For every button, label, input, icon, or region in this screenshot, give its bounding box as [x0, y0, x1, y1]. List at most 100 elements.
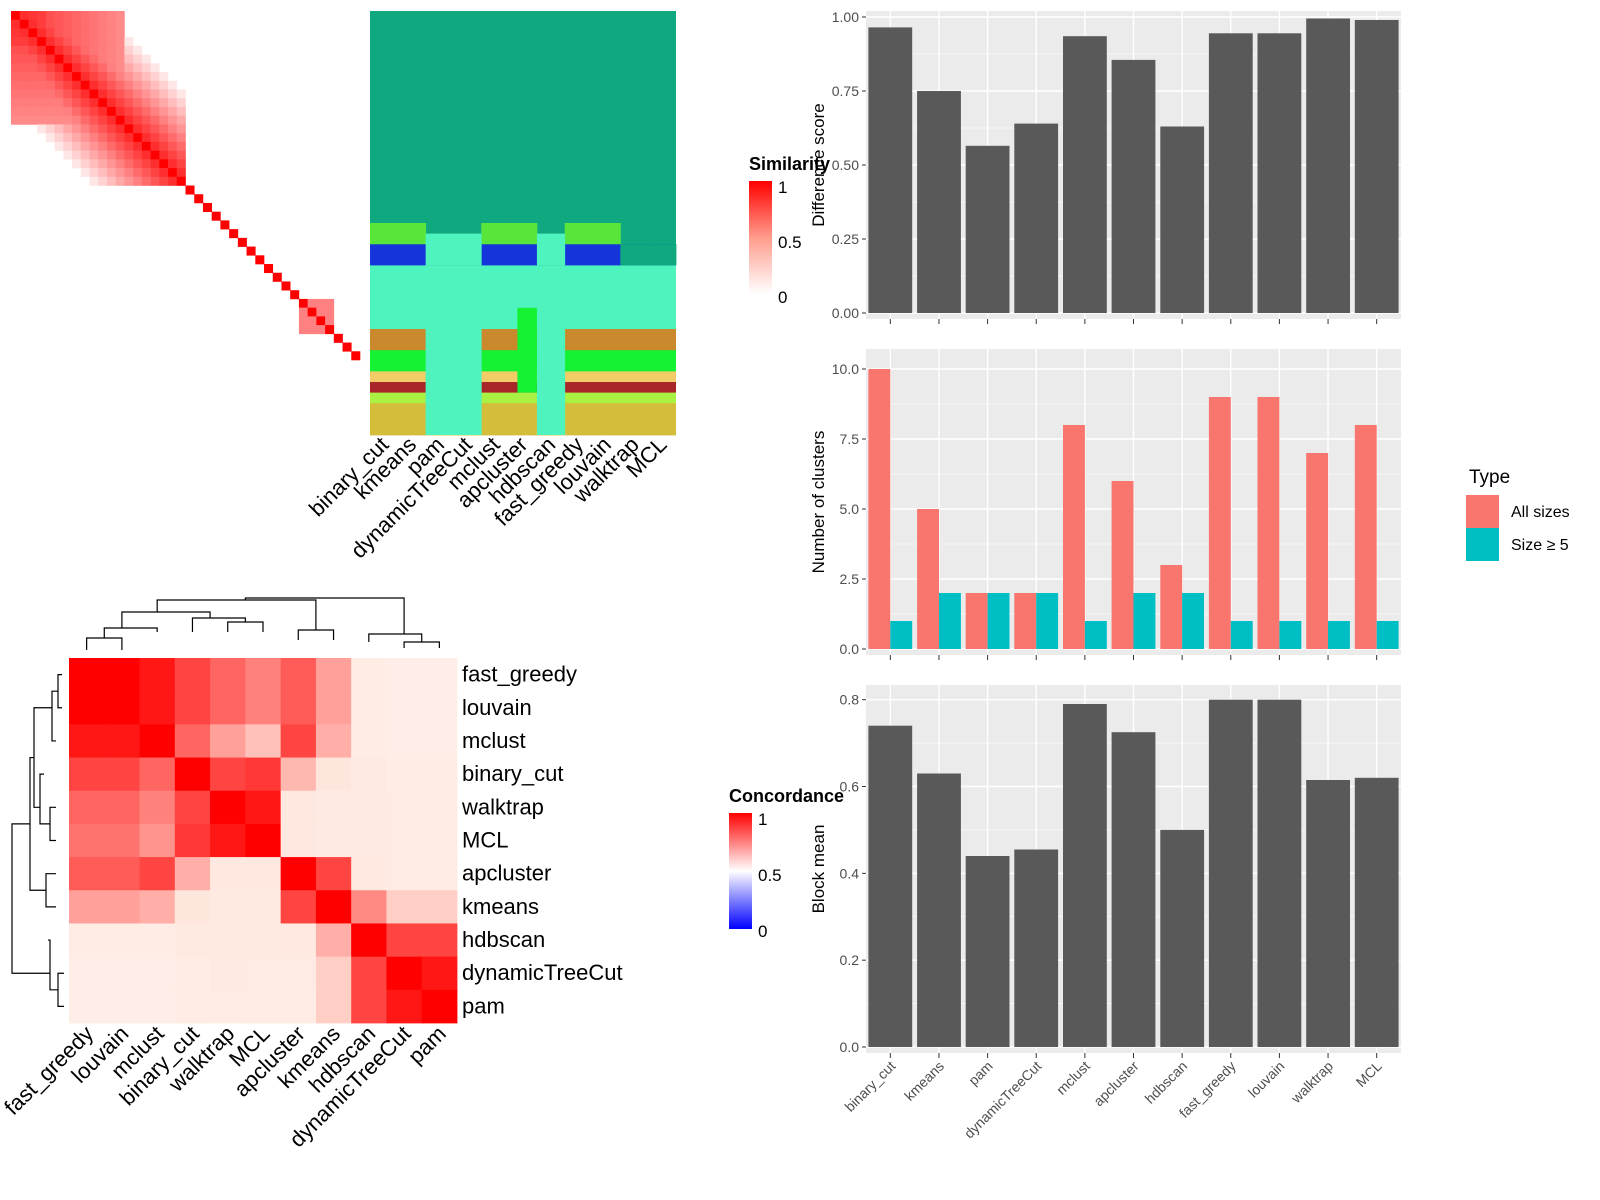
similarity-cell: [255, 255, 265, 265]
concordance-cell: [351, 757, 387, 792]
cluster-row: [370, 106, 676, 118]
similarity-cell: [141, 150, 151, 160]
concordance-cell: [351, 989, 387, 1024]
similarity-cell: [159, 80, 169, 90]
similarity-cell: [72, 98, 82, 108]
concordance-cell: [351, 691, 387, 725]
similarity-cell: [72, 106, 82, 116]
concordance-cell: [386, 857, 423, 891]
similarity-cell: [106, 37, 116, 47]
similarity-cell: [124, 37, 134, 47]
concordance-cell: [104, 890, 140, 924]
legend-label-size-ge-5: Size ≥ 5: [1511, 537, 1569, 554]
similarity-cell: [45, 11, 55, 21]
similarity-cell: [141, 159, 151, 169]
bar-size-ge-5: [987, 593, 1010, 649]
similarity-cell: [72, 45, 82, 55]
similarity-cell: [159, 124, 169, 134]
bar: [917, 773, 961, 1047]
cluster-cell: [453, 233, 482, 266]
similarity-cell: [89, 80, 99, 90]
concordance-cell: [139, 890, 176, 924]
similarity-cell: [176, 141, 186, 151]
similarity-cell: [54, 106, 64, 116]
concordance-row-label-hdbscan: hdbscan: [462, 927, 545, 952]
concordance-cell: [210, 956, 246, 991]
similarity-cell: [11, 54, 21, 64]
similarity-cell: [264, 264, 274, 274]
cluster-row: [370, 74, 676, 86]
concordance-cell: [351, 923, 387, 958]
similarity-cell: [72, 37, 82, 47]
bar: [1063, 704, 1107, 1047]
similarity-cell: [89, 11, 99, 21]
concordance-cell: [280, 724, 317, 758]
cluster-cell: [592, 223, 621, 245]
similarity-cell: [298, 307, 308, 317]
similarity-cell: [150, 106, 160, 116]
cluster-cell: [536, 233, 566, 266]
similarity-legend-title: Similarity: [749, 154, 830, 174]
similarity-cell: [115, 63, 125, 73]
column-dendrogram-link: [121, 611, 211, 628]
concordance-cell: [315, 989, 352, 1024]
concordance-cell: [280, 757, 317, 792]
similarity-cell: [168, 106, 178, 116]
concordance-heatmap: [69, 658, 458, 1024]
concordance-cell: [210, 658, 246, 692]
similarity-cell: [159, 133, 169, 143]
similarity-cell: [89, 37, 99, 47]
similarity-cell: [19, 72, 29, 82]
similarity-cell: [106, 19, 116, 29]
bar: [1257, 699, 1302, 1047]
similarity-cell: [106, 133, 116, 143]
similarity-cell: [124, 133, 134, 143]
y-tick-label: 0.0: [840, 641, 860, 657]
concordance-legend-tick-0: 0: [758, 922, 767, 941]
similarity-legend-tick-05: 0.5: [778, 233, 802, 252]
concordance-cell: [386, 790, 423, 825]
concordance-cell: [210, 757, 246, 792]
similarity-cell: [54, 63, 64, 73]
concordance-cell: [315, 890, 352, 924]
concordance-cell: [280, 890, 317, 924]
similarity-cell: [106, 89, 116, 99]
concordance-cell: [210, 989, 246, 1024]
row-dendrogram-link: [11, 823, 50, 974]
similarity-cell: [37, 115, 47, 125]
concordance-cell: [245, 790, 282, 825]
concordance-cell: [69, 691, 105, 725]
similarity-cell: [11, 63, 21, 73]
x-tick-label: louvain: [1245, 1058, 1288, 1101]
bar-all-sizes: [868, 369, 891, 649]
column-dendrogram-link: [297, 629, 335, 640]
similarity-cell: [115, 89, 125, 99]
similarity-cell: [176, 124, 186, 134]
similarity-cell: [133, 133, 143, 143]
similarity-cell: [63, 150, 73, 160]
similarity-cell: [298, 298, 308, 308]
concordance-cell: [210, 790, 246, 825]
similarity-cell: [89, 124, 99, 134]
bar-all-sizes: [917, 509, 939, 649]
similarity-cell: [106, 28, 116, 38]
block-mean-chart: 0.0 0.2 0.4 0.6 0.8 Block mean binary_cut kmean…: [809, 685, 1401, 1141]
cluster-row: [370, 276, 676, 287]
concordance-cell: [69, 724, 105, 758]
similarity-cell: [115, 168, 125, 178]
similarity-cell: [115, 28, 125, 38]
similarity-cell: [37, 98, 47, 108]
bar: [1111, 59, 1156, 314]
concordance-row-label-kmeans: kmeans: [462, 894, 539, 919]
similarity-cell: [80, 19, 90, 29]
similarity-cell: [159, 89, 169, 99]
bar: [1160, 829, 1205, 1047]
concordance-cell: [174, 956, 211, 991]
bar: [1111, 732, 1156, 1047]
similarity-cell: [176, 159, 186, 169]
similarity-cell: [124, 89, 134, 99]
similarity-cell: [80, 150, 90, 160]
similarity-cell: [19, 37, 29, 47]
bar: [1208, 33, 1253, 314]
similarity-cell: [80, 54, 90, 64]
